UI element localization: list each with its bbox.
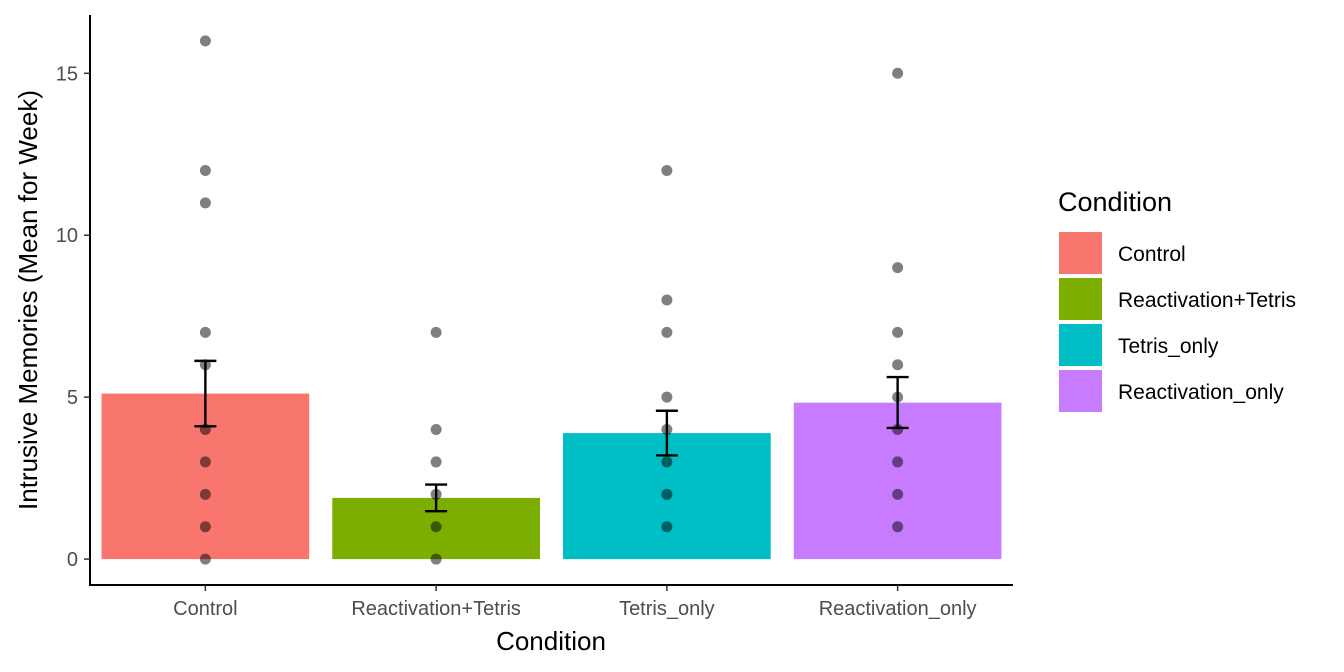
error-bar-0 <box>194 359 217 428</box>
error-bars-layer <box>194 359 909 513</box>
legend-swatch-0 <box>1059 232 1102 274</box>
x-tick-label-0: Control <box>173 598 237 620</box>
x-tick-label-1: Reactivation+Tetris <box>351 598 521 620</box>
data-point-2-5 <box>661 326 673 338</box>
axes-layer <box>89 15 1013 586</box>
y-tick-label-3: 15 <box>56 63 78 85</box>
data-point-0-7 <box>199 197 211 209</box>
y-tick-label-1: 5 <box>67 387 78 409</box>
data-point-0-6 <box>199 326 211 338</box>
data-point-2-0 <box>661 521 673 533</box>
legend-swatch-2 <box>1059 324 1102 366</box>
legend-item-2: Tetris_only <box>1059 324 1219 366</box>
data-point-3-5 <box>892 359 904 371</box>
data-point-0-3 <box>199 456 211 468</box>
error-bar-2 <box>655 409 678 457</box>
data-point-3-8 <box>892 67 904 79</box>
y-tick-label-2: 10 <box>56 225 78 247</box>
legend-label-1: Reactivation+Tetris <box>1118 289 1296 312</box>
legend-item-3: Reactivation_only <box>1059 370 1284 412</box>
data-point-0-2 <box>199 488 211 500</box>
x-tick-label-3: Reactivation_only <box>819 598 977 620</box>
legend-label-2: Tetris_only <box>1118 335 1219 358</box>
data-point-1-4 <box>430 424 442 436</box>
data-point-3-6 <box>892 326 904 338</box>
data-point-3-2 <box>892 456 904 468</box>
data-point-1-0 <box>430 553 442 565</box>
data-point-1-1 <box>430 521 442 533</box>
legend-label-0: Control <box>1118 243 1186 266</box>
data-point-2-4 <box>661 391 673 403</box>
x-tick-label-2: Tetris_only <box>619 598 715 620</box>
data-point-2-7 <box>661 164 673 176</box>
legend-swatch-1 <box>1059 278 1102 320</box>
data-point-0-8 <box>199 164 211 176</box>
legend-swatch-3 <box>1059 370 1102 412</box>
x-ticks-layer: Control Reactivation+Tetris Tetris_only Rea… <box>173 585 977 620</box>
data-point-1-3 <box>430 456 442 468</box>
data-point-3-7 <box>892 262 904 274</box>
x-axis-title: Condition <box>496 626 606 656</box>
error-bar-1 <box>425 483 448 513</box>
data-point-1-5 <box>430 326 442 338</box>
legend: Condition Control Reactivation+Tetris Tetr… <box>1058 187 1296 412</box>
legend-item-1: Reactivation+Tetris <box>1059 278 1296 320</box>
data-point-0-9 <box>199 35 211 47</box>
bars-layer <box>101 393 1002 560</box>
points-layer <box>199 35 904 565</box>
data-point-2-1 <box>661 488 673 500</box>
legend-title: Condition <box>1058 187 1172 217</box>
error-bar-3 <box>886 375 909 430</box>
data-point-3-0 <box>892 521 904 533</box>
data-point-3-1 <box>892 488 904 500</box>
legend-entries: Control Reactivation+Tetris Tetris_only Rea… <box>1059 232 1296 412</box>
legend-label-3: Reactivation_only <box>1118 381 1284 404</box>
y-ticks-layer: 0 5 10 15 <box>56 63 90 571</box>
data-point-2-2 <box>661 456 673 468</box>
legend-item-0: Control <box>1059 232 1186 274</box>
data-point-2-6 <box>661 294 673 306</box>
data-point-0-0 <box>199 553 211 565</box>
y-axis-title: Intrusive Memories (Mean for Week) <box>13 90 43 510</box>
data-point-0-1 <box>199 521 211 533</box>
y-tick-label-0: 0 <box>67 549 78 571</box>
